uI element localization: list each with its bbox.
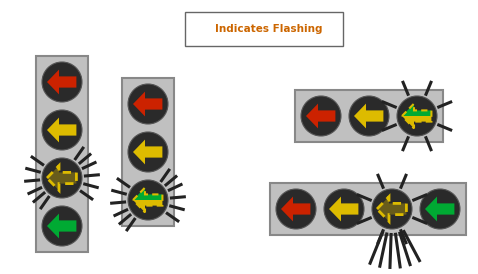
Polygon shape — [402, 104, 432, 129]
Polygon shape — [133, 188, 163, 212]
Polygon shape — [329, 197, 358, 221]
Circle shape — [324, 189, 364, 229]
Polygon shape — [47, 165, 76, 190]
Polygon shape — [47, 70, 76, 95]
Circle shape — [128, 84, 168, 124]
Circle shape — [42, 110, 82, 150]
Polygon shape — [354, 104, 383, 129]
Circle shape — [349, 96, 389, 136]
Circle shape — [42, 158, 82, 198]
Polygon shape — [47, 118, 76, 142]
Circle shape — [128, 180, 168, 220]
Bar — [295, 90, 443, 142]
Polygon shape — [133, 188, 163, 212]
Circle shape — [397, 96, 437, 136]
Circle shape — [128, 132, 168, 172]
Polygon shape — [133, 139, 163, 164]
Polygon shape — [425, 197, 455, 221]
Bar — [270, 183, 466, 235]
Polygon shape — [133, 92, 163, 116]
Circle shape — [301, 96, 341, 136]
Bar — [122, 78, 174, 226]
Polygon shape — [377, 197, 406, 221]
Circle shape — [372, 189, 412, 229]
Circle shape — [276, 189, 316, 229]
Circle shape — [420, 189, 460, 229]
Polygon shape — [47, 214, 76, 238]
Polygon shape — [281, 197, 310, 221]
Text: Indicates Flashing: Indicates Flashing — [215, 24, 323, 34]
Circle shape — [42, 62, 82, 102]
Bar — [36, 56, 88, 252]
Circle shape — [42, 206, 82, 246]
Bar — [185, 12, 343, 46]
Polygon shape — [306, 104, 336, 129]
Polygon shape — [402, 104, 432, 129]
